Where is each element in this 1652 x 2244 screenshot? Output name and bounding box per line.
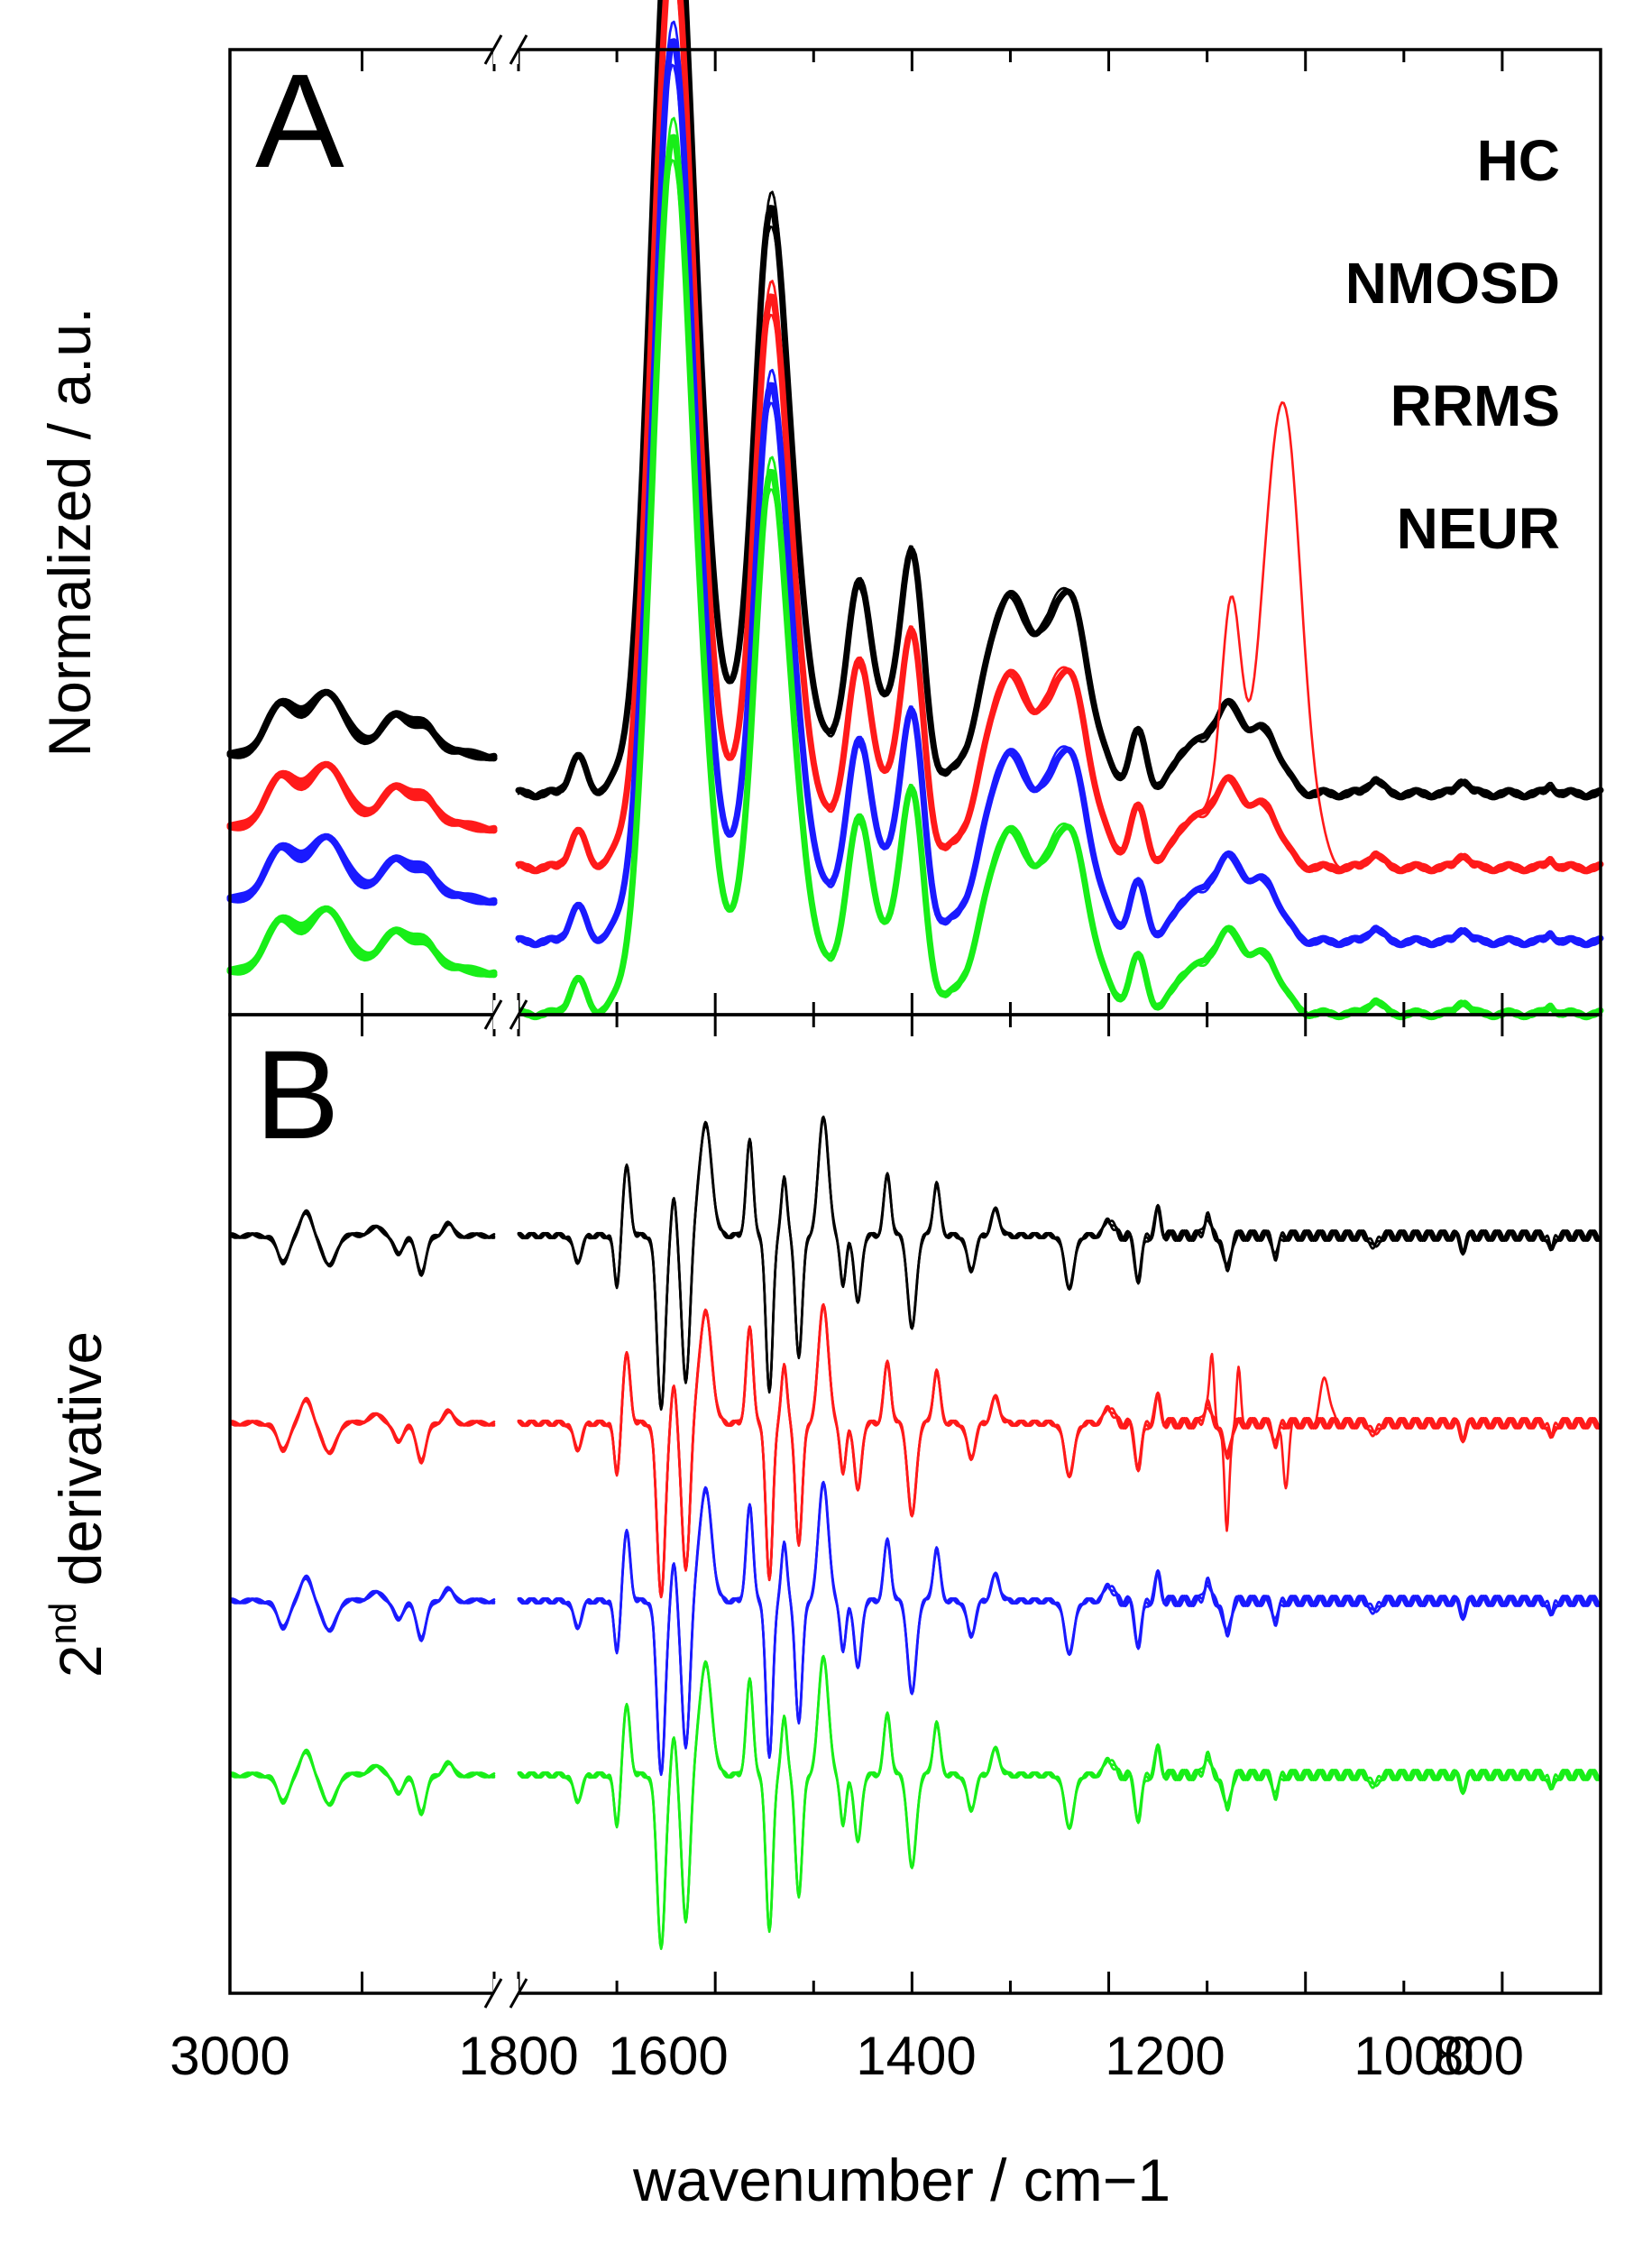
spectrum-b-rrms-high-0 [228,1577,496,1639]
panel-b-label: B [255,1024,339,1165]
break-gap-0 [493,35,519,64]
break-slash-right-2 [509,1978,528,2009]
legend-entry-nmosd: NMOSD [1345,251,1560,316]
x-tick-label-1800: 1800 [458,2026,578,2086]
legend-entry-hc: HC [1477,128,1560,193]
panel-b-y-axis-label-superscript: nd [41,1603,84,1645]
break-gap-2 [493,1979,519,2008]
x-tick-labels: 3000 1800 1600 1400 1200 1000 800 [170,2026,1473,2086]
spectrum-a-rrms-fp-2 [517,20,1602,947]
break-slash-left-2 [483,1978,503,2009]
spectrum-a-rrms-high-1 [226,833,498,906]
panel-b-y-axis-label-main: 2 [47,1644,114,1678]
spectrum-b-neur-high-2 [228,1748,496,1816]
panel-b-y-axis-label-rest: derivative [47,1331,114,1603]
spectrum-a-rrms-high-2 [226,833,498,906]
break-slash-left-1 [483,999,503,1030]
spectrum-a-nmosd-high-2 [226,761,498,834]
legend-entry-rrms: RRMS [1390,373,1560,438]
x-tick-label-800-visible: 800 [1434,2026,1524,2086]
spectrum-b-neur-fp-1 [517,1656,1602,1951]
spectrum-b-neur-high-1 [228,1749,496,1815]
spectrum-b-rrms-fp-0 [517,1482,1602,1775]
spectrum-b-nmosd-fp-2 [517,1302,1602,1598]
spectrum-b-neur-fp-0 [517,1656,1602,1949]
axis-break-marks [483,34,528,2009]
break-slash-right-1 [509,999,528,1030]
spectrum-b-rrms-fp-2 [517,1480,1602,1776]
panel-a-label: A [255,47,344,196]
break-gap-1 [493,1000,519,1029]
spectrum-a-hc-high-1 [226,689,498,762]
spectrum-a-neur-high-1 [226,906,498,979]
break-slash-right-0 [509,34,528,65]
spectrum-b-hc-high-2 [228,1209,496,1277]
panel-a-y-axis-label: Normalized / a.u. [36,308,103,758]
spectrum-b-neur-high-0 [228,1752,496,1813]
x-tick-label-3000: 3000 [170,2026,289,2086]
panel-b-y-axis-label: 2nd derivative [41,1331,114,1678]
spectrum-b-rrms-high-1 [228,1575,496,1641]
spectrum-b-rrms-high-2 [228,1574,496,1642]
spectrum-b-hc-high-0 [228,1212,496,1274]
x-tick-label-1400: 1400 [856,2026,976,2086]
legend-entry-neur: NEUR [1397,496,1560,561]
legend: HC NMOSD RRMS NEUR [1345,128,1560,561]
spectrum-a-hc-high-2 [226,689,498,762]
spectrum-b-neur-fp-2 [517,1654,1602,1950]
spectrum-b-nmosd-fp-1 [517,1304,1602,1599]
spectrum-b-hc-high-1 [228,1209,496,1275]
x-tick-label-1600: 1600 [608,2026,728,2086]
spectrum-b-nmosd-high-0 [228,1400,496,1461]
spectrum-a-nmosd-outlier [517,0,1602,873]
spectrum-b-rrms-fp-1 [517,1482,1602,1777]
panel-b-frame [228,1013,1602,1995]
spectrum-b-hc-fp-1 [517,1117,1602,1412]
spectrum-a-hc-fp-2 [517,0,1602,799]
x-tick-label-1000: 1000 [1354,2026,1473,2086]
panel-a-spectra [226,0,1604,1021]
spectrum-b-nmosd-high-1 [228,1397,496,1463]
spectrum-a-nmosd-high-1 [226,761,498,834]
spectrum-b-nmosd-high-2 [228,1396,496,1465]
x-axis-ticks [228,50,1602,1993]
panel-b-spectra [228,1115,1602,1951]
spectrum-a-neur-high-2 [226,906,498,979]
spectrum-a-neur-fp-2 [517,116,1602,1019]
spectrum-b-hc-fp-0 [517,1117,1602,1410]
spectrum-b-nmosd-outlier [517,1304,1602,1599]
x-tick-label-1200: 1200 [1105,2026,1225,2086]
x-axis-label: wavenumber / cm−1 [632,2147,1170,2213]
spectrum-b-hc-fp-2 [517,1115,1602,1411]
spectrum-b-nmosd-fp-0 [517,1304,1602,1597]
break-slash-left-0 [483,34,503,65]
